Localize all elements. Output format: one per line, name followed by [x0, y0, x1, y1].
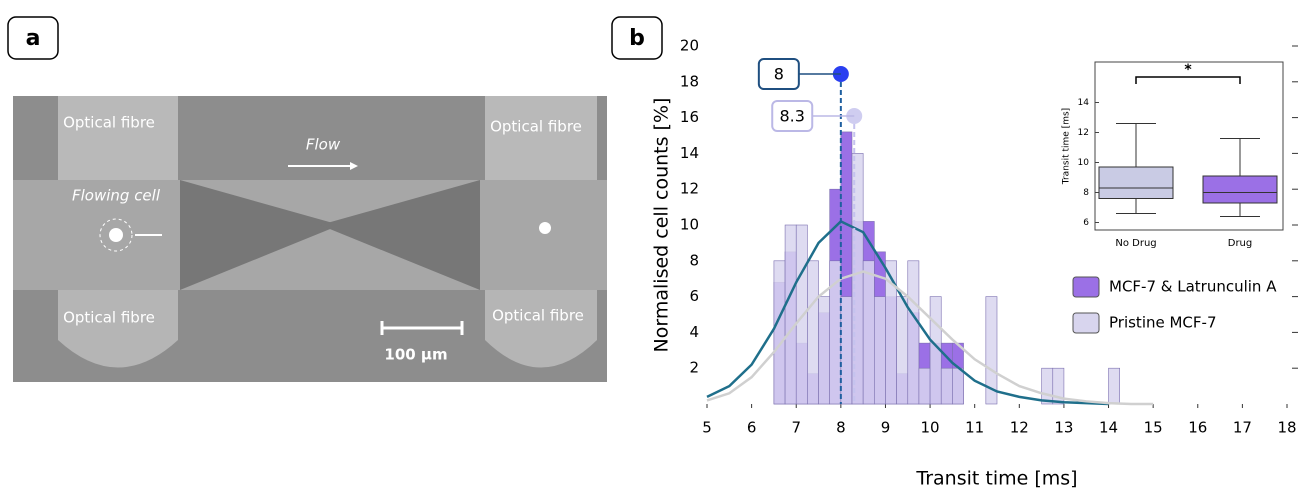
x-tick-label: 6: [747, 419, 757, 437]
fibre-label: Optical fibre: [63, 114, 155, 132]
y-tick-label: 18: [680, 72, 699, 90]
x-tick-label: 15: [1144, 419, 1163, 437]
x-tick-label: 10: [921, 419, 940, 437]
histogram-bar: [896, 296, 909, 405]
y-tick-label: 20: [680, 37, 699, 55]
inset-x-label: Drug: [1228, 238, 1253, 249]
legend-label: MCF-7 & Latrunculin A: [1109, 278, 1277, 296]
histogram-bar: [818, 296, 830, 405]
flow-label: Flow: [306, 136, 341, 154]
legend-swatch: [1072, 276, 1100, 298]
box: [1098, 166, 1174, 199]
x-tick-label: 14: [1099, 419, 1118, 437]
fibre-label: Optical fibre: [490, 118, 582, 136]
y-tick-label: 16: [680, 108, 699, 126]
legend-label: Pristine MCF-7: [1109, 314, 1216, 332]
legend-swatch: [1072, 312, 1100, 334]
x-tick-label: 16: [1188, 419, 1207, 437]
inset-x-label: No Drug: [1115, 238, 1156, 249]
y-tick-label: 6: [689, 287, 699, 305]
inset-y-label: Transit time [ms]: [1062, 108, 1072, 185]
histogram-bar: [1041, 367, 1054, 405]
inset-y-tick-label: 12: [1078, 128, 1089, 138]
y-tick-label: 2: [689, 359, 699, 377]
y-tick-label: 4: [689, 323, 699, 341]
scale-label: 100 µm: [384, 346, 447, 364]
histogram-bar: [907, 260, 920, 405]
x-tick-label: 18: [1277, 419, 1296, 437]
histogram-bar: [784, 224, 797, 405]
mean-label: 8: [774, 65, 784, 84]
histogram-bar: [1052, 367, 1065, 405]
x-tick-label: 8: [836, 419, 846, 437]
inset-y-tick-label: 14: [1078, 98, 1090, 108]
x-tick-label: 12: [1010, 419, 1029, 437]
histogram-bar: [952, 367, 964, 405]
inset-frame: [1094, 61, 1284, 231]
x-tick-label: 13: [1054, 419, 1073, 437]
cell-label: Flowing cell: [72, 187, 161, 205]
panel-label-box: [611, 16, 663, 60]
x-axis-label: Transit time [ms]: [915, 468, 1077, 490]
panel-label-box: [7, 16, 59, 60]
fibre-label: Optical fibre: [492, 307, 584, 325]
significance-label: *: [1184, 62, 1192, 78]
panel-label: a: [26, 26, 41, 51]
histogram-bar: [1108, 367, 1120, 405]
histogram-bar: [773, 260, 786, 405]
y-tick-label: 14: [680, 144, 699, 162]
histogram-bar: [985, 296, 998, 405]
mean-label: 8.3: [780, 107, 805, 126]
density-curve: [706, 219, 1109, 406]
micrograph: [13, 96, 607, 382]
histogram-bar: [940, 367, 953, 405]
histogram-bar: [874, 296, 886, 405]
y-tick-label: 8: [689, 251, 699, 269]
histogram-bar: [795, 224, 808, 405]
histogram-bar: [918, 367, 931, 405]
x-tick-label: 7: [791, 419, 801, 437]
x-tick-label: 17: [1233, 419, 1252, 437]
x-tick-label: 9: [881, 419, 891, 437]
histogram-bar: [840, 296, 853, 405]
histogram-bar: [807, 260, 819, 405]
inset-y-tick-label: 6: [1083, 218, 1089, 228]
histogram-bar: [862, 260, 875, 405]
x-tick-label: 5: [702, 419, 712, 437]
mean-box: [757, 58, 800, 90]
significance-bracket: [1135, 76, 1241, 84]
y-tick-label: 12: [680, 180, 699, 198]
inset-y-tick-label: 10: [1078, 158, 1090, 168]
x-tick-label: 11: [965, 419, 984, 437]
inset-y-tick-label: 8: [1083, 188, 1089, 198]
y-tick-label: 10: [680, 216, 699, 234]
y-axis-label: Normalised cell counts [%]: [651, 98, 673, 353]
density-curve: [706, 270, 1154, 406]
fibre-label: Optical fibre: [63, 309, 155, 327]
micrograph-labels: Optical fibre Optical fibre Optical fibr…: [63, 114, 584, 364]
box: [1202, 175, 1278, 204]
mean-box: [771, 100, 814, 132]
panel-label: b: [629, 26, 645, 51]
